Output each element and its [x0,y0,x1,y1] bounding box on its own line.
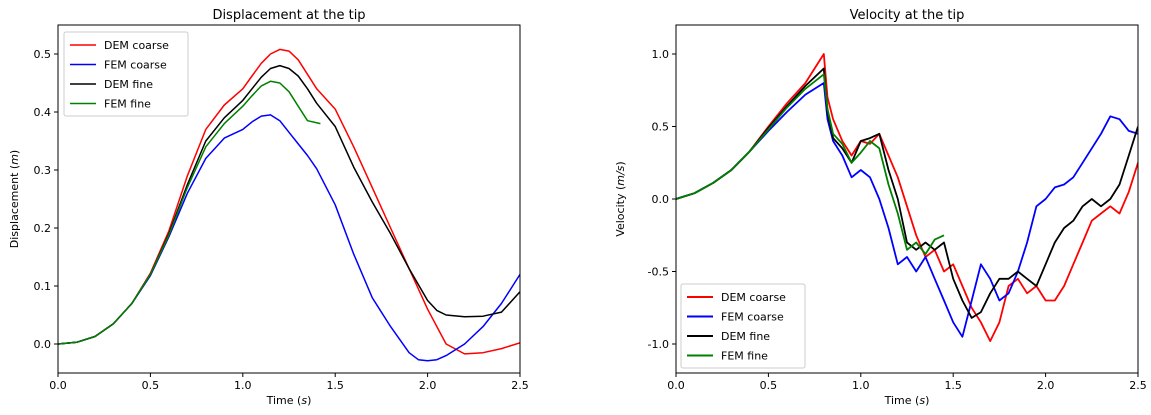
series-line-fem-coarse [58,114,520,362]
legend-box [63,31,189,117]
series-group [676,53,1138,342]
x-tick-label: 1.5 [326,379,344,392]
x-axis-label: Time (s) [884,394,930,407]
y-axis-label: Velocity (m/s) [614,161,627,236]
legend: DEM coarse FEM coarse DEM fine FEM fine [63,31,189,117]
series-group [58,48,520,362]
x-tick-label: 2.5 [511,379,529,392]
plot-frame [57,24,521,374]
y-tick-label: 0.5 [652,121,670,134]
y-tick-label: 0.0 [652,193,670,206]
y-tick-label: -0.5 [648,266,669,279]
legend-label-fem-coarse: FEM coarse [104,59,167,72]
y-tick-label: 0.3 [34,164,52,177]
x-tick-label: 1.5 [944,379,962,392]
x-tick-label: 0.5 [760,379,778,392]
series-line-dem-coarse [676,53,1138,342]
chart-title: Velocity at the tip [850,8,965,23]
x-tick-label: 2.0 [1037,379,1055,392]
x-tick-label: 1.0 [234,379,252,392]
legend-label-dem-fine: DEM fine [104,78,153,91]
x-axis-label: Time (s) [266,394,312,407]
legend-label-dem-coarse: DEM coarse [721,291,786,304]
series-line-dem-fine [676,67,1138,319]
series-line-fem-fine [58,80,321,345]
y-tick-label: 0.5 [34,48,52,61]
x-tick-label: 2.5 [1129,379,1147,392]
legend-label-dem-coarse: DEM coarse [104,39,169,52]
y-tick-label: -1.0 [648,338,669,351]
y-tick-label: 0.2 [34,222,52,235]
series-line-fem-coarse [676,82,1138,338]
legend: DEM coarse FEM coarse DEM fine FEM fine [680,283,806,369]
y-axis-label: Displacement (m) [8,150,21,248]
x-tick-label: 0.0 [49,379,67,392]
displacement-chart: Displacement at the tip 0.0 0.5 1.0 1.5 2.0 2.… [8,8,529,407]
legend-label-dem-fine: DEM fine [721,330,770,343]
legend-label-fem-fine: FEM fine [721,350,768,363]
x-tick-label: 1.0 [852,379,870,392]
x-tick-label: 0.5 [142,379,160,392]
chart-title: Displacement at the tip [212,8,365,23]
legend-box [680,283,806,369]
y-tick-label: 0.1 [34,280,52,293]
x-tick-label: 2.0 [419,379,437,392]
y-tick-label: 0.0 [34,338,52,351]
velocity-chart: Velocity at the tip 0.0 0.5 1.0 1.5 2.0 2.5 -1.… [614,8,1147,407]
legend-label-fem-fine: FEM fine [104,98,151,111]
series-line-fem-fine [676,73,945,255]
legend-label-fem-coarse: FEM coarse [721,311,784,324]
x-tick-label: 0.0 [667,379,685,392]
y-tick-label: 1.0 [652,48,670,61]
y-tick-label: 0.4 [34,106,52,119]
